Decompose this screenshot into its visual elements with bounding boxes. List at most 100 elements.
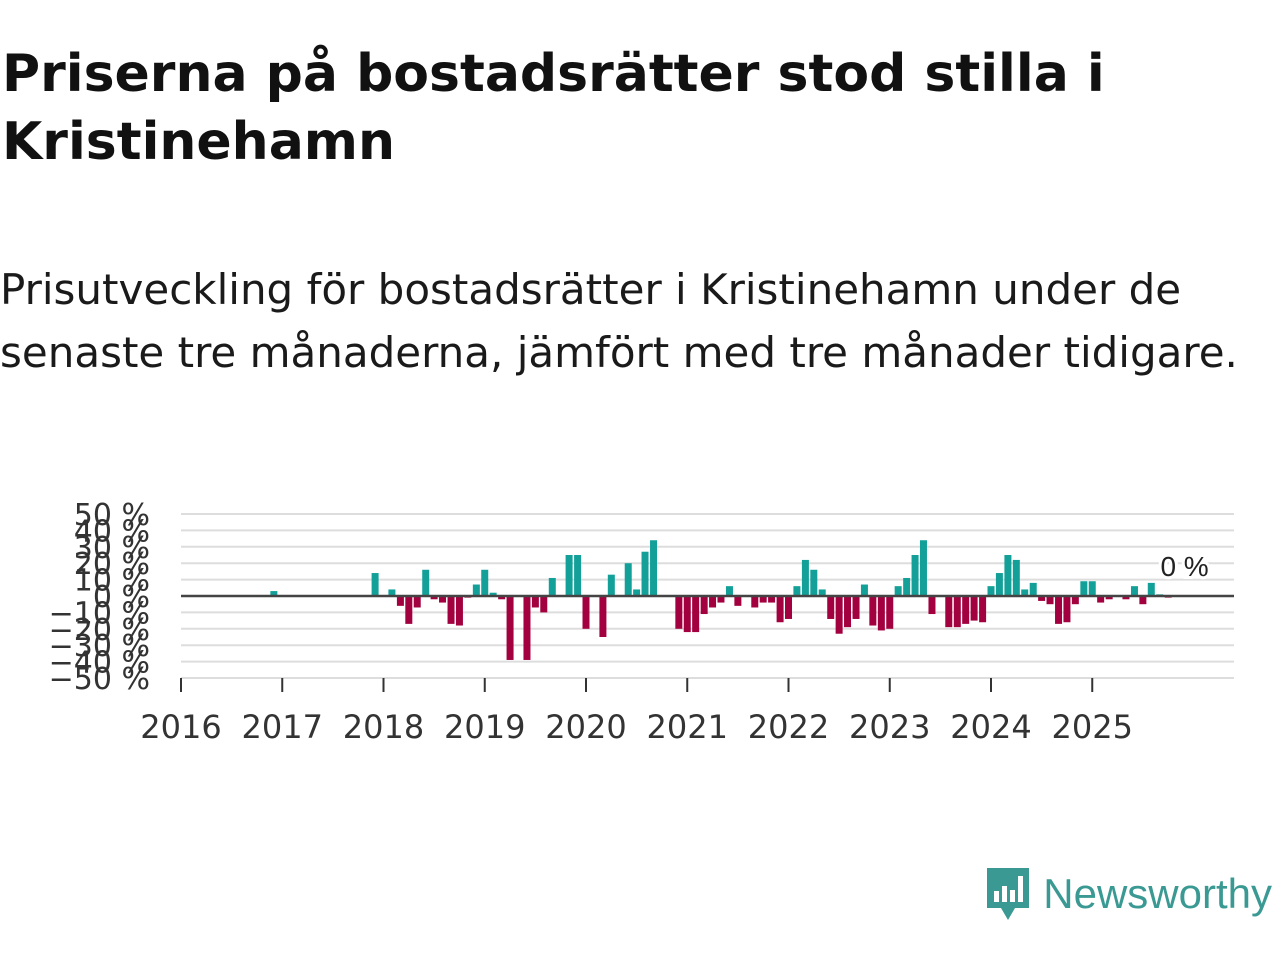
bar: [911, 555, 919, 596]
bar: [422, 569, 430, 596]
bar: [852, 596, 860, 619]
y-tick-label: 20 %: [74, 547, 150, 582]
bar: [633, 589, 641, 596]
bar: [1088, 581, 1096, 596]
x-tick-label: 2022: [748, 708, 829, 746]
bar: [700, 596, 708, 615]
bar: [810, 569, 818, 596]
bar: [692, 596, 700, 633]
bar: [396, 596, 404, 606]
bar: [877, 596, 885, 631]
bar: [945, 596, 953, 628]
bar: [506, 596, 514, 660]
bar: [1029, 582, 1037, 596]
bar: [405, 596, 413, 624]
x-tick-label: 2023: [849, 708, 930, 746]
x-tick-label: 2024: [950, 708, 1031, 746]
x-tick-label: 2016: [140, 708, 221, 746]
bar: [793, 586, 801, 596]
bar: [725, 586, 733, 596]
x-tick-label: 2019: [444, 708, 525, 746]
chart-subtitle: Prisutveckling för bostadsrätter i Krist…: [0, 265, 1238, 377]
y-tick-label: −40 %: [49, 646, 150, 681]
bar: [894, 586, 902, 596]
bar: [709, 596, 717, 608]
bar: [979, 596, 987, 623]
bar: [818, 589, 826, 596]
bar: [574, 555, 582, 596]
bar: [1004, 555, 1012, 596]
y-tick-label: −50 %: [49, 662, 150, 697]
bar: [523, 596, 531, 660]
bar: [1038, 596, 1046, 601]
chart-title: Priserna på bostadsrätter stod stilla i …: [2, 44, 1105, 172]
bar: [498, 596, 506, 600]
bar: [785, 596, 792, 619]
bar: [540, 596, 548, 613]
bar: [624, 563, 632, 596]
bar: [734, 596, 742, 606]
y-tick-label: −30 %: [49, 629, 150, 664]
bar: [1105, 596, 1113, 600]
bar: [489, 592, 497, 596]
bar: [472, 584, 480, 596]
y-tick-label: −20 %: [49, 613, 150, 648]
x-tick-label: 2018: [343, 708, 424, 746]
bar: [455, 596, 463, 626]
bar: [1071, 596, 1079, 605]
bar: [413, 596, 421, 608]
bar: [1130, 586, 1138, 596]
y-tick-label: 40 %: [74, 514, 150, 549]
bar: [717, 596, 725, 603]
y-tick-label: 50 %: [74, 498, 150, 533]
bar: [650, 540, 658, 596]
bar: [607, 574, 615, 596]
bar: [641, 551, 649, 596]
y-tick-label: 0 %: [93, 580, 150, 615]
bar: [860, 584, 868, 596]
bar: [835, 596, 843, 634]
bar: [1055, 596, 1063, 624]
bar: [599, 596, 607, 637]
bar: [1097, 596, 1105, 603]
brand-name: Newsworthy: [1043, 870, 1272, 917]
bar: [683, 596, 691, 633]
bar: [1063, 596, 1071, 623]
brand-footer: Newsworthy: [983, 864, 1272, 924]
bar: [962, 596, 970, 624]
bar-chart: −50 %−40 %−30 %−20 %−10 %0 %10 %20 %30 %…: [49, 498, 1234, 746]
newsworthy-logo-icon: [987, 868, 1030, 920]
x-tick-label: 2021: [647, 708, 728, 746]
bar: [987, 586, 995, 596]
bar: [371, 573, 379, 596]
bar: [970, 596, 978, 621]
bar: [886, 596, 894, 629]
bar: [675, 596, 683, 629]
bar: [1046, 596, 1054, 605]
bar: [995, 573, 1003, 596]
bar: [430, 596, 438, 600]
bar: [388, 589, 396, 596]
bar: [903, 577, 911, 596]
bar: [759, 596, 767, 603]
bar: [1139, 596, 1147, 605]
bar: [928, 596, 936, 615]
bar: [869, 596, 877, 626]
y-tick-label: 10 %: [74, 564, 150, 599]
x-tick-label: 2025: [1052, 708, 1133, 746]
bar: [1021, 589, 1029, 596]
bar: [827, 596, 835, 619]
bar: [447, 596, 455, 624]
y-tick-label: 30 %: [74, 531, 150, 566]
bar: [751, 596, 759, 608]
bar: [1012, 559, 1020, 596]
bar: [768, 596, 776, 603]
x-tick-label: 2020: [545, 708, 626, 746]
bar: [481, 569, 489, 596]
bar: [439, 596, 447, 603]
last-value-label: 0 %: [1160, 551, 1208, 582]
x-tick-label: 2017: [242, 708, 323, 746]
bar: [548, 577, 556, 596]
bar: [565, 555, 573, 596]
bar: [801, 559, 809, 596]
